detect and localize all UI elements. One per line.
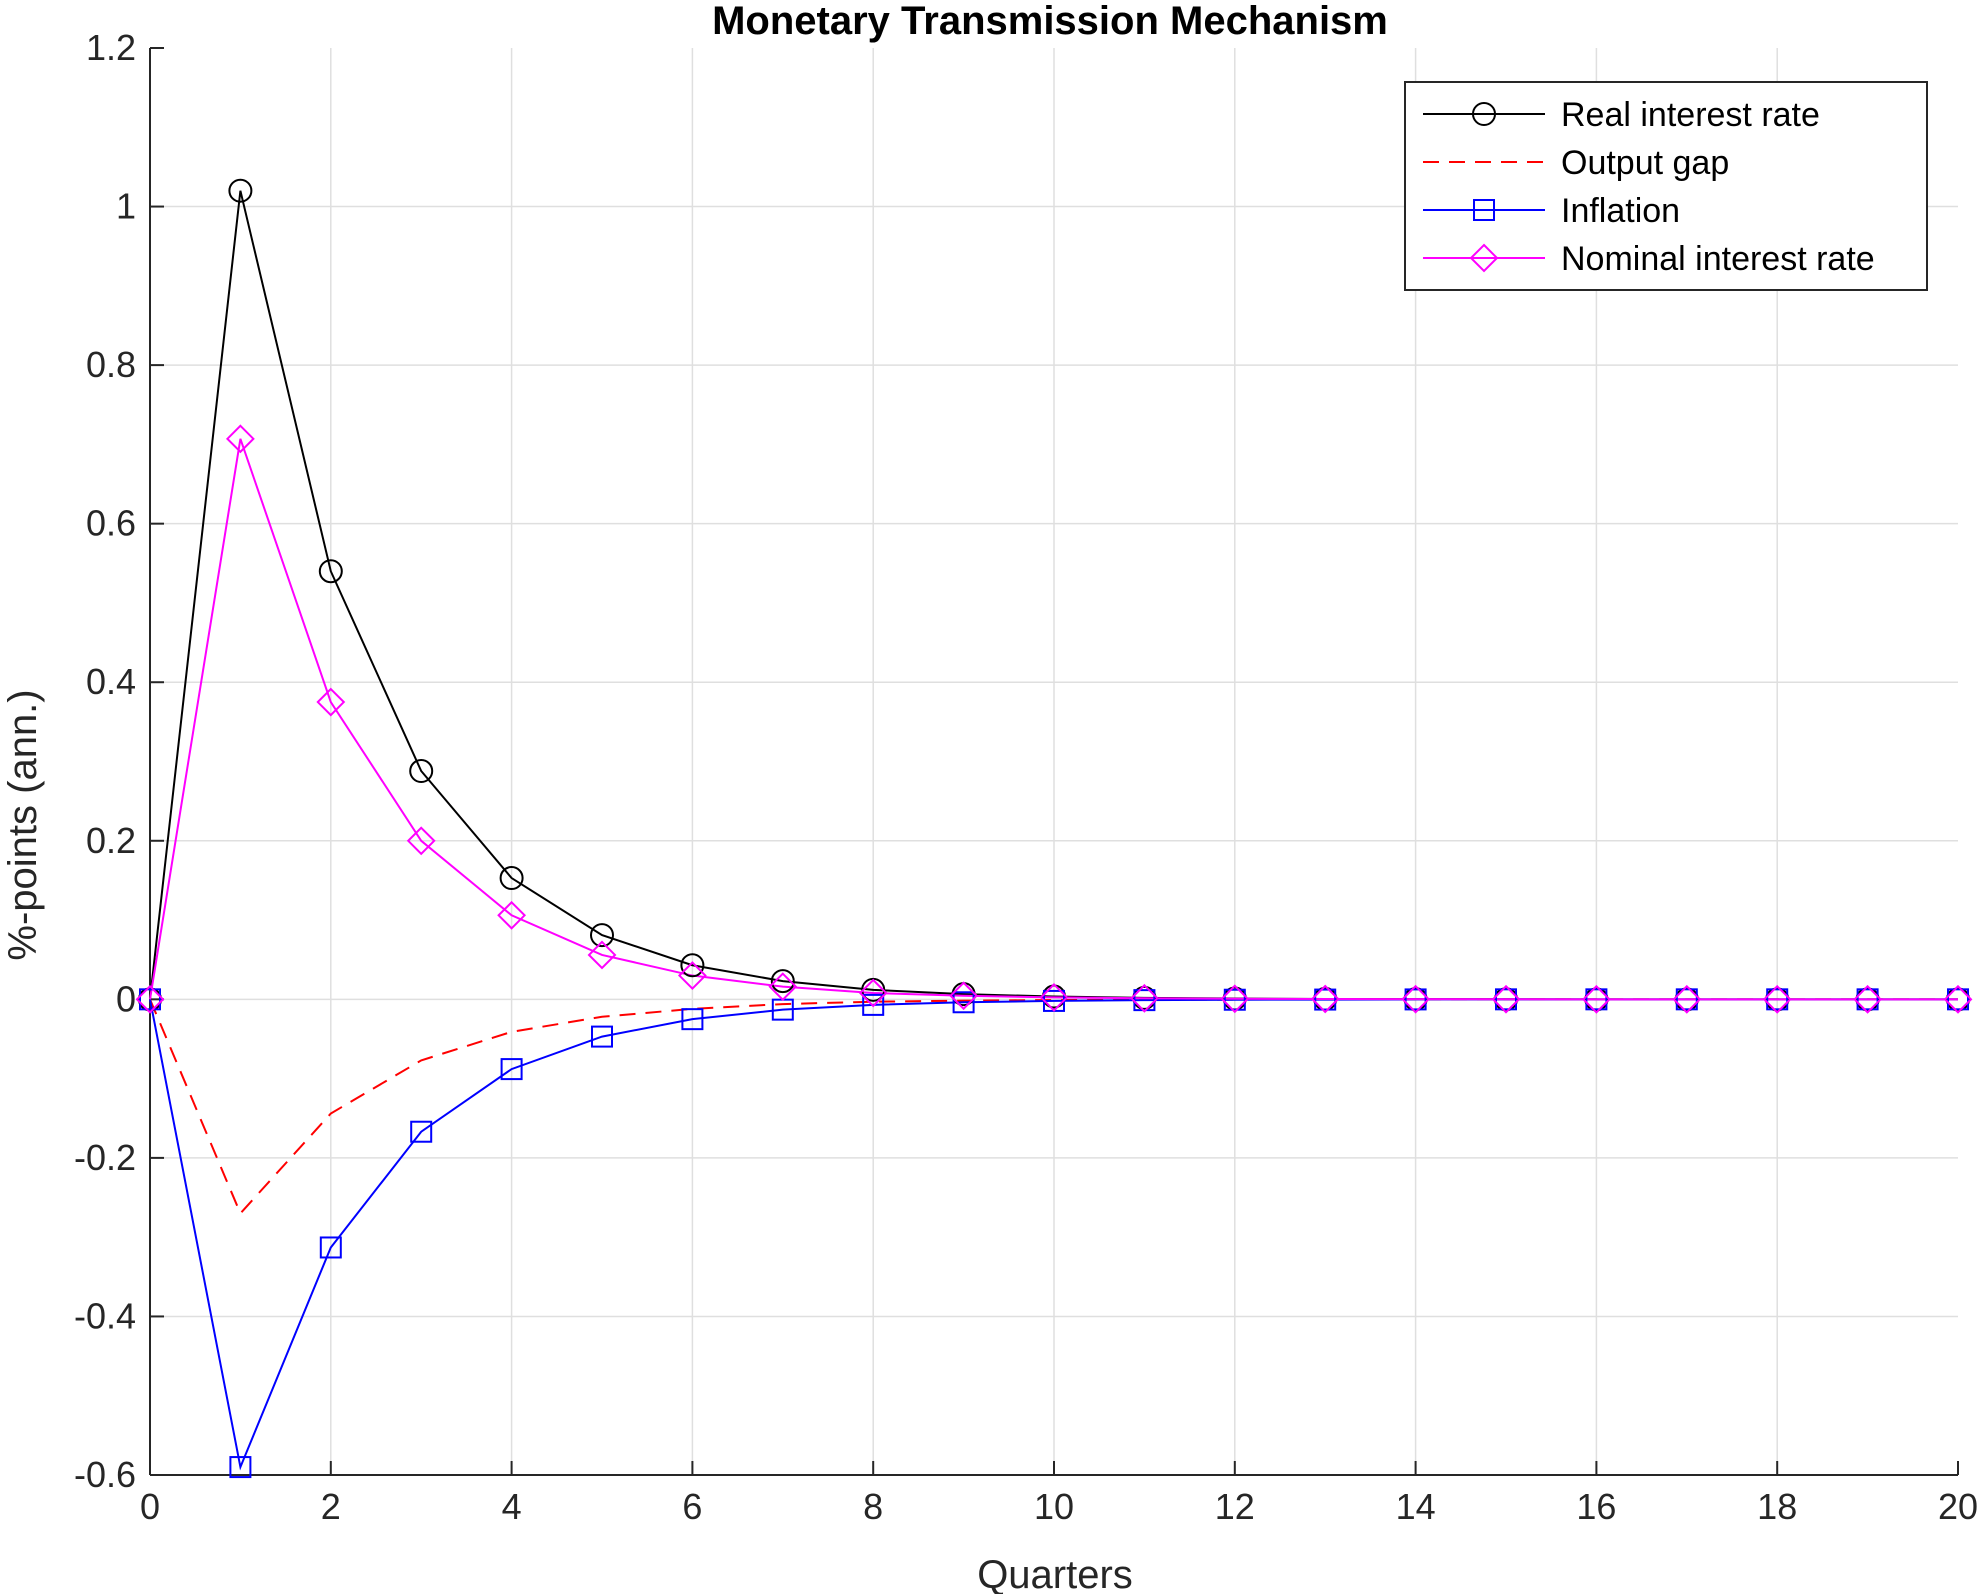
legend-marker (1469, 243, 1499, 273)
x-tick-label: 20 (1938, 1486, 1978, 1527)
data-point-nominal-interest-rate (1129, 983, 1159, 1013)
y-tick-label: 0.4 (86, 661, 136, 702)
y-tick-label: 0.8 (86, 344, 136, 385)
series-line-output-gap (149, 998, 1958, 1216)
y-tick-label: 0.2 (86, 820, 136, 861)
data-point-nominal-interest-rate (1401, 984, 1431, 1014)
y-tick-label: 0.6 (86, 503, 136, 544)
x-tick-label: 14 (1396, 1486, 1436, 1527)
data-point-nominal-interest-rate (858, 978, 888, 1008)
legend-marker (1473, 199, 1495, 221)
data-point-nominal-interest-rate (1581, 984, 1611, 1014)
data-point-nominal-interest-rate (1672, 984, 1702, 1014)
x-tick-label: 8 (863, 1486, 883, 1527)
legend-entry-label: Real interest rate (1561, 96, 1820, 134)
data-point-nominal-interest-rate (1310, 984, 1340, 1014)
data-point-real-interest-rate (318, 559, 343, 584)
data-point-nominal-interest-rate (1491, 984, 1521, 1014)
data-point-nominal-interest-rate (1220, 984, 1250, 1014)
data-point-inflation (1856, 988, 1879, 1011)
data-point-real-interest-rate (590, 923, 614, 948)
data-point-inflation (1675, 988, 1698, 1011)
legend: Real interest rate Output gap Inflation Nom… (1404, 81, 1928, 291)
data-point-inflation (319, 1236, 342, 1259)
y-tick-label: -0.2 (74, 1137, 136, 1178)
data-point-nominal-interest-rate (1943, 984, 1973, 1014)
data-point-nominal-interest-rate (497, 900, 527, 930)
x-tick-label: 18 (1757, 1486, 1797, 1527)
data-point-inflation (1495, 988, 1517, 1011)
x-tick-label: 4 (502, 1486, 522, 1527)
data-point-nominal-interest-rate (768, 972, 798, 1002)
marker-layer (135, 178, 1973, 1479)
data-point-inflation (500, 1058, 523, 1081)
x-tick-label: 10 (1034, 1486, 1074, 1527)
data-point-nominal-interest-rate (1039, 983, 1069, 1012)
data-point-inflation (229, 1456, 252, 1479)
data-point-inflation (1947, 988, 1969, 1011)
data-point-inflation (862, 993, 885, 1016)
data-point-inflation (1314, 988, 1337, 1011)
data-point-inflation (952, 991, 975, 1014)
data-point-inflation (1223, 988, 1246, 1011)
legend-box (1404, 81, 1928, 291)
data-point-nominal-interest-rate (587, 940, 617, 970)
y-axis-label: %-points (ann.) (1, 689, 45, 960)
data-point-inflation (139, 988, 161, 1011)
data-point-nominal-interest-rate (225, 424, 255, 454)
data-point-real-interest-rate (770, 969, 795, 994)
series-line-nominal-interest-rate (149, 438, 1958, 1001)
data-point-inflation (410, 1120, 433, 1143)
data-point-real-interest-rate (499, 866, 524, 891)
axes-layer: 0 2 4 6 8 10 12 14 16 18 20 -0.6 -0.4 -0.2 0 0.2 0.4 0.6 0… (74, 27, 1978, 1527)
legend-entry-label: Inflation (1561, 192, 1680, 230)
x-tick-label: 0 (140, 1486, 160, 1527)
data-point-real-interest-rate (409, 759, 434, 784)
data-point-real-interest-rate (228, 178, 253, 203)
legend-entry-label: Nominal interest rate (1561, 240, 1875, 278)
data-point-inflation (681, 1008, 704, 1031)
data-point-inflation (591, 1025, 613, 1048)
legend-marker (1472, 102, 1496, 126)
chart-title: Monetary Transmission Mechanism (712, 0, 1388, 43)
x-axis-label: Quarters (977, 1553, 1133, 1594)
x-tick-label: 16 (1576, 1486, 1616, 1527)
data-point-nominal-interest-rate (406, 826, 436, 856)
series-layer (149, 190, 1958, 1471)
data-point-nominal-interest-rate (1762, 984, 1792, 1014)
x-tick-label: 6 (682, 1486, 702, 1527)
y-tick-label: 1 (116, 186, 136, 227)
data-point-nominal-interest-rate (135, 984, 165, 1014)
data-point-nominal-interest-rate (1853, 984, 1883, 1014)
data-point-nominal-interest-rate (677, 961, 707, 990)
legend-entry-label: Output gap (1561, 144, 1729, 182)
data-point-nominal-interest-rate (316, 687, 346, 717)
y-tick-label: -0.4 (74, 1295, 136, 1336)
data-point-real-interest-rate (680, 953, 705, 978)
y-tick-label: -0.6 (74, 1454, 136, 1495)
data-point-inflation (1404, 988, 1427, 1011)
x-tick-label: 12 (1215, 1486, 1255, 1527)
data-point-inflation (1766, 988, 1789, 1011)
y-tick-label: 1.2 (86, 27, 136, 68)
y-tick-label: 0 (116, 978, 136, 1019)
x-tick-label: 2 (321, 1486, 341, 1527)
data-point-nominal-interest-rate (949, 981, 979, 1011)
data-point-inflation (1585, 988, 1608, 1011)
